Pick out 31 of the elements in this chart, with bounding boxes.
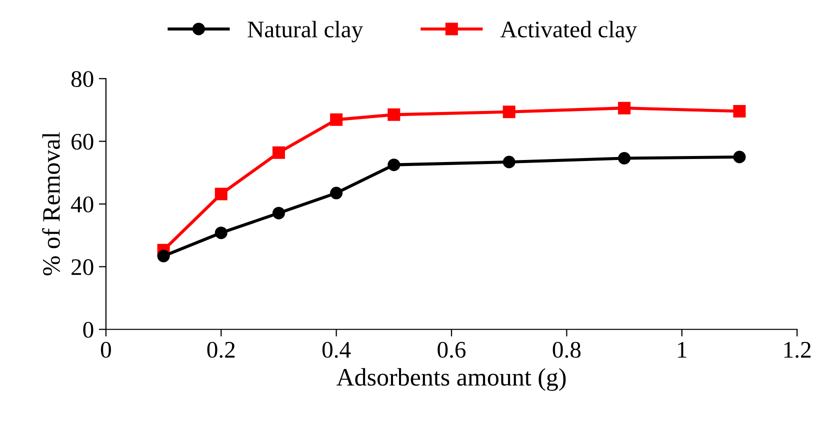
x-tick-label: 0.8	[552, 342, 581, 358]
y-tick-label: 0	[83, 322, 94, 338]
x-tick-label: 0.2	[207, 342, 235, 358]
point	[157, 250, 170, 262]
y-axis-title: % of Removal	[42, 132, 60, 276]
point	[330, 113, 343, 126]
y-tick-label: 60	[72, 134, 94, 150]
point	[733, 150, 746, 164]
x-tick-label: 0	[100, 342, 111, 358]
point	[214, 226, 228, 240]
legend-label: Activated clay	[500, 20, 637, 42]
y-tick-label: 40	[70, 196, 94, 212]
point	[272, 146, 285, 159]
x-tick-label: 1.2	[784, 342, 811, 358]
x-axis-title: Adsorbents amount (g)	[336, 368, 566, 391]
point	[618, 152, 631, 164]
x-tick-label: 0.4	[322, 342, 351, 358]
point	[214, 188, 228, 200]
point	[330, 186, 343, 200]
point	[502, 156, 516, 168]
point	[618, 102, 631, 114]
point	[733, 104, 746, 118]
y-tick-label: 80	[71, 71, 94, 88]
point	[388, 158, 400, 172]
point	[502, 106, 516, 118]
x-tick-label: 0.6	[438, 342, 466, 358]
y-tick-label: 20	[72, 259, 94, 276]
point	[388, 108, 400, 121]
legend-label: Natural clay	[248, 20, 364, 42]
point	[272, 206, 285, 220]
x-tick-label: 1	[678, 342, 686, 358]
